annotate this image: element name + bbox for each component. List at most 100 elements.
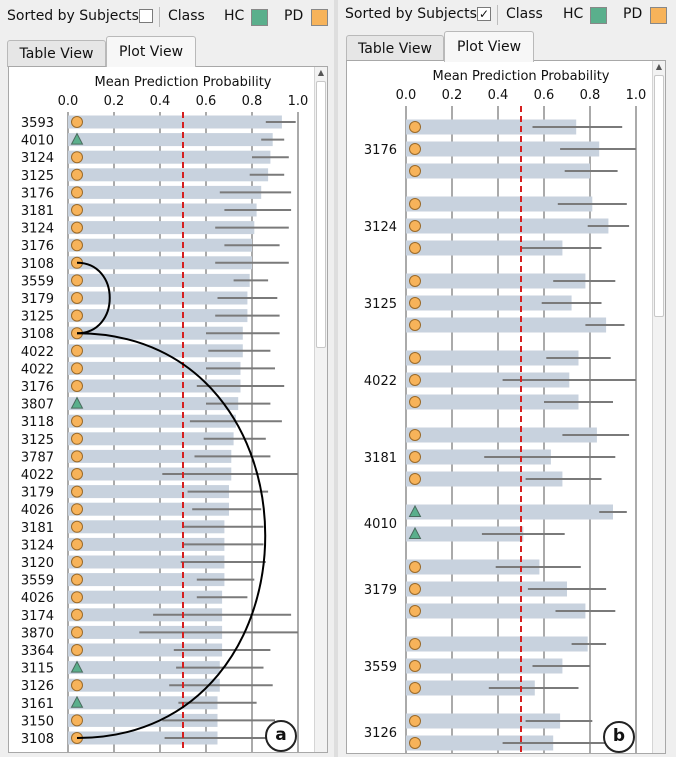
pd-marker	[71, 274, 83, 287]
sort-by-subjects-checkbox[interactable]	[139, 9, 153, 23]
class-label: Class	[506, 6, 543, 22]
pd-marker	[71, 503, 83, 516]
panel-divider[interactable]	[334, 0, 338, 757]
toolbar-b: Sorted by Subjects ✓ Class HC PD	[338, 0, 676, 34]
x-axis-title: Mean Prediction Probability	[95, 75, 272, 90]
hc-color-swatch[interactable]	[251, 9, 268, 26]
tab-plot-view[interactable]: Plot View	[106, 36, 196, 67]
subject-group-label: 3125	[364, 297, 397, 312]
subject-label: 3787	[21, 450, 54, 465]
pd-marker	[71, 116, 83, 128]
pd-marker	[409, 352, 421, 364]
mean-bar	[406, 449, 551, 465]
hc-legend-label: HC	[563, 6, 584, 22]
mean-bar	[68, 731, 218, 745]
chart-a: Mean Prediction Probability 0.0 0.2 0.4 0.6 0…	[21, 75, 308, 752]
x-tick-label: 0.4	[488, 88, 509, 103]
x-tick-label: 0.8	[580, 88, 601, 103]
subject-label: 3125	[21, 433, 54, 448]
toolbar-a: Sorted by Subjects Class HC PD	[0, 0, 334, 34]
pd-color-swatch[interactable]	[311, 9, 328, 26]
mean-bar	[406, 372, 570, 388]
mean-bar	[68, 185, 262, 199]
x-axis-title: Mean Prediction Probability	[433, 69, 610, 84]
pd-marker	[71, 362, 83, 375]
pd-marker	[409, 583, 421, 595]
x-tick-label: 0.0	[396, 88, 417, 103]
mean-bar	[68, 168, 269, 182]
pd-marker	[409, 429, 421, 441]
mean-bar	[68, 291, 248, 305]
sort-by-subjects-label: Sorted by Subjects	[345, 6, 477, 22]
pd-marker	[71, 644, 83, 656]
pd-color-swatch[interactable]	[650, 7, 667, 24]
subject-label: 3181	[21, 204, 54, 219]
pd-marker	[71, 520, 83, 533]
mean-bar	[68, 273, 250, 287]
mean-bar	[406, 163, 590, 179]
subject-label: 3108	[21, 732, 54, 747]
mean-bar	[68, 379, 241, 393]
subject-group-label: 3126	[364, 726, 397, 741]
scroll-thumb-b[interactable]	[654, 75, 664, 317]
hc-marker	[70, 396, 84, 409]
subject-label: 3559	[21, 274, 54, 289]
scroll-up-arrow-icon[interactable]: ▲	[317, 68, 325, 77]
mean-bar	[68, 115, 282, 129]
subject-group-label: 3559	[364, 660, 397, 675]
subject-label: 3176	[21, 380, 54, 395]
subject-label: 3181	[21, 521, 54, 536]
pd-marker	[71, 415, 83, 428]
plot-scrollbar-a[interactable]: ▲	[314, 67, 327, 752]
subject-label: 3125	[21, 169, 54, 184]
x-tick-label: 0.8	[242, 94, 263, 109]
mean-bar	[68, 467, 232, 481]
panel-b: Sorted by Subjects ✓ Class HC PD Table V…	[338, 0, 676, 757]
hc-marker	[408, 526, 422, 539]
hc-marker	[408, 504, 422, 517]
pd-marker	[409, 297, 421, 309]
subject-label: 3150	[21, 714, 54, 729]
pd-marker	[71, 186, 83, 199]
plot-scrollbar-b[interactable]: ▲	[652, 61, 665, 753]
x-tick-label: 0.0	[58, 94, 79, 109]
mean-bar	[68, 238, 252, 252]
scroll-up-arrow-icon[interactable]: ▲	[655, 62, 663, 71]
mean-bar	[406, 636, 588, 652]
mean-bar	[68, 414, 236, 428]
scroll-thumb-a[interactable]	[316, 81, 326, 348]
subject-label: 3176	[21, 186, 54, 201]
hc-color-swatch[interactable]	[590, 7, 607, 24]
x-tick-label: 1.0	[626, 88, 647, 103]
mean-bar	[68, 449, 232, 463]
pd-marker	[409, 198, 421, 210]
pd-marker	[409, 275, 421, 287]
pd-legend-label: PD	[284, 8, 304, 24]
tab-plot-view[interactable]: Plot View	[444, 31, 534, 62]
pd-marker	[409, 374, 421, 386]
mean-bar	[406, 680, 535, 696]
subject-group-label: 3181	[364, 451, 397, 466]
pd-marker	[71, 538, 83, 551]
subject-label: 3120	[21, 556, 54, 571]
mean-bar	[68, 696, 218, 710]
subject-label: 3161	[21, 697, 54, 712]
subject-connector	[76, 261, 111, 335]
mean-bar	[68, 520, 225, 534]
x-tick-label: 0.4	[150, 94, 171, 109]
pd-marker	[409, 473, 421, 485]
subject-label: 3124	[21, 151, 54, 166]
pd-marker	[409, 451, 421, 463]
pd-marker	[71, 168, 83, 181]
panel-badge-a: a	[265, 720, 297, 752]
tab-table-view[interactable]: Table View	[7, 40, 106, 67]
pd-marker	[409, 638, 421, 650]
pd-marker	[71, 573, 83, 586]
pd-marker	[71, 344, 83, 357]
hc-marker	[70, 660, 84, 673]
mean-bar	[406, 317, 607, 333]
subject-label: 4022	[21, 362, 54, 377]
mean-bar	[406, 735, 554, 751]
sort-by-subjects-checkbox[interactable]: ✓	[477, 7, 491, 21]
tab-table-view[interactable]: Table View	[346, 35, 444, 62]
